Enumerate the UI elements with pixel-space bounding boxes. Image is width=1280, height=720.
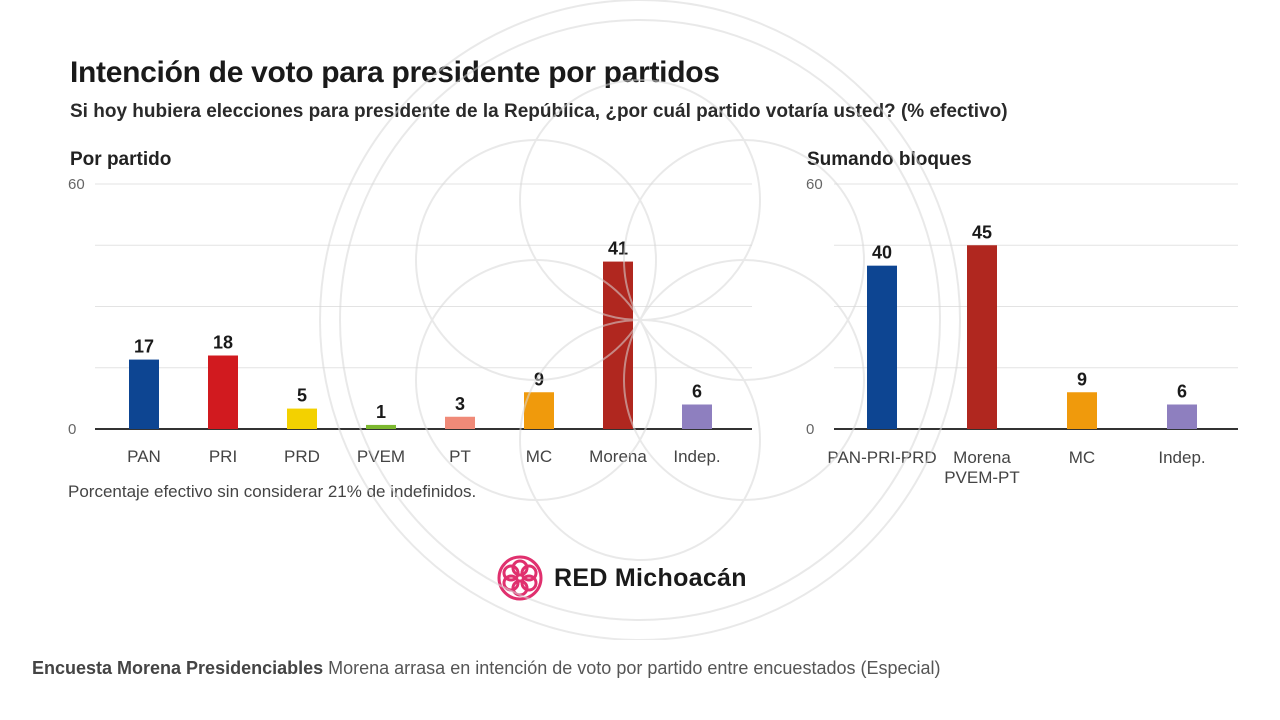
category-label: MC [1069,448,1095,467]
logo-text: RED Michoacán [554,563,747,592]
caption-bold: Encuesta Morena Presidenciables [32,658,324,678]
bar [867,265,897,429]
category-label: PAN-PRI-PRD [827,448,936,467]
data-label: 45 [972,222,992,242]
red-michoacan-logo-icon [497,555,543,601]
bar [287,408,317,429]
y-tick-label: 60 [806,176,823,193]
footnote: Porcentaje efectivo sin considerar 21% d… [68,482,477,501]
data-label: 9 [1077,369,1087,389]
chart-heading-por-partido: Por partido [70,149,172,170]
y-tick-label: 0 [806,421,814,438]
image-caption: Encuesta Morena Presidenciables Morena a… [32,658,941,679]
bar [1167,404,1197,429]
category-label: PRI [209,447,237,466]
bar [129,359,159,429]
data-label: 18 [213,333,233,353]
caption-text: Morena arrasa en intención de voto por p… [328,658,941,678]
figure: Intención de voto para presidente por pa… [68,0,1238,640]
category-label: PAN [127,447,161,466]
y-tick-label: 0 [68,421,76,438]
data-label: 5 [297,386,307,406]
category-label: PVEM-PT [944,468,1020,487]
data-label: 40 [872,243,892,263]
bar [208,355,238,429]
y-tick-label: 60 [68,176,85,193]
logo: RED Michoacán [496,554,747,602]
category-label: PRD [284,447,320,466]
data-label: 6 [1177,382,1187,402]
data-label: 17 [134,337,154,357]
category-label: Indep. [1158,448,1205,467]
bar [967,245,997,429]
category-label: Morena [953,448,1011,467]
bar [1067,392,1097,429]
